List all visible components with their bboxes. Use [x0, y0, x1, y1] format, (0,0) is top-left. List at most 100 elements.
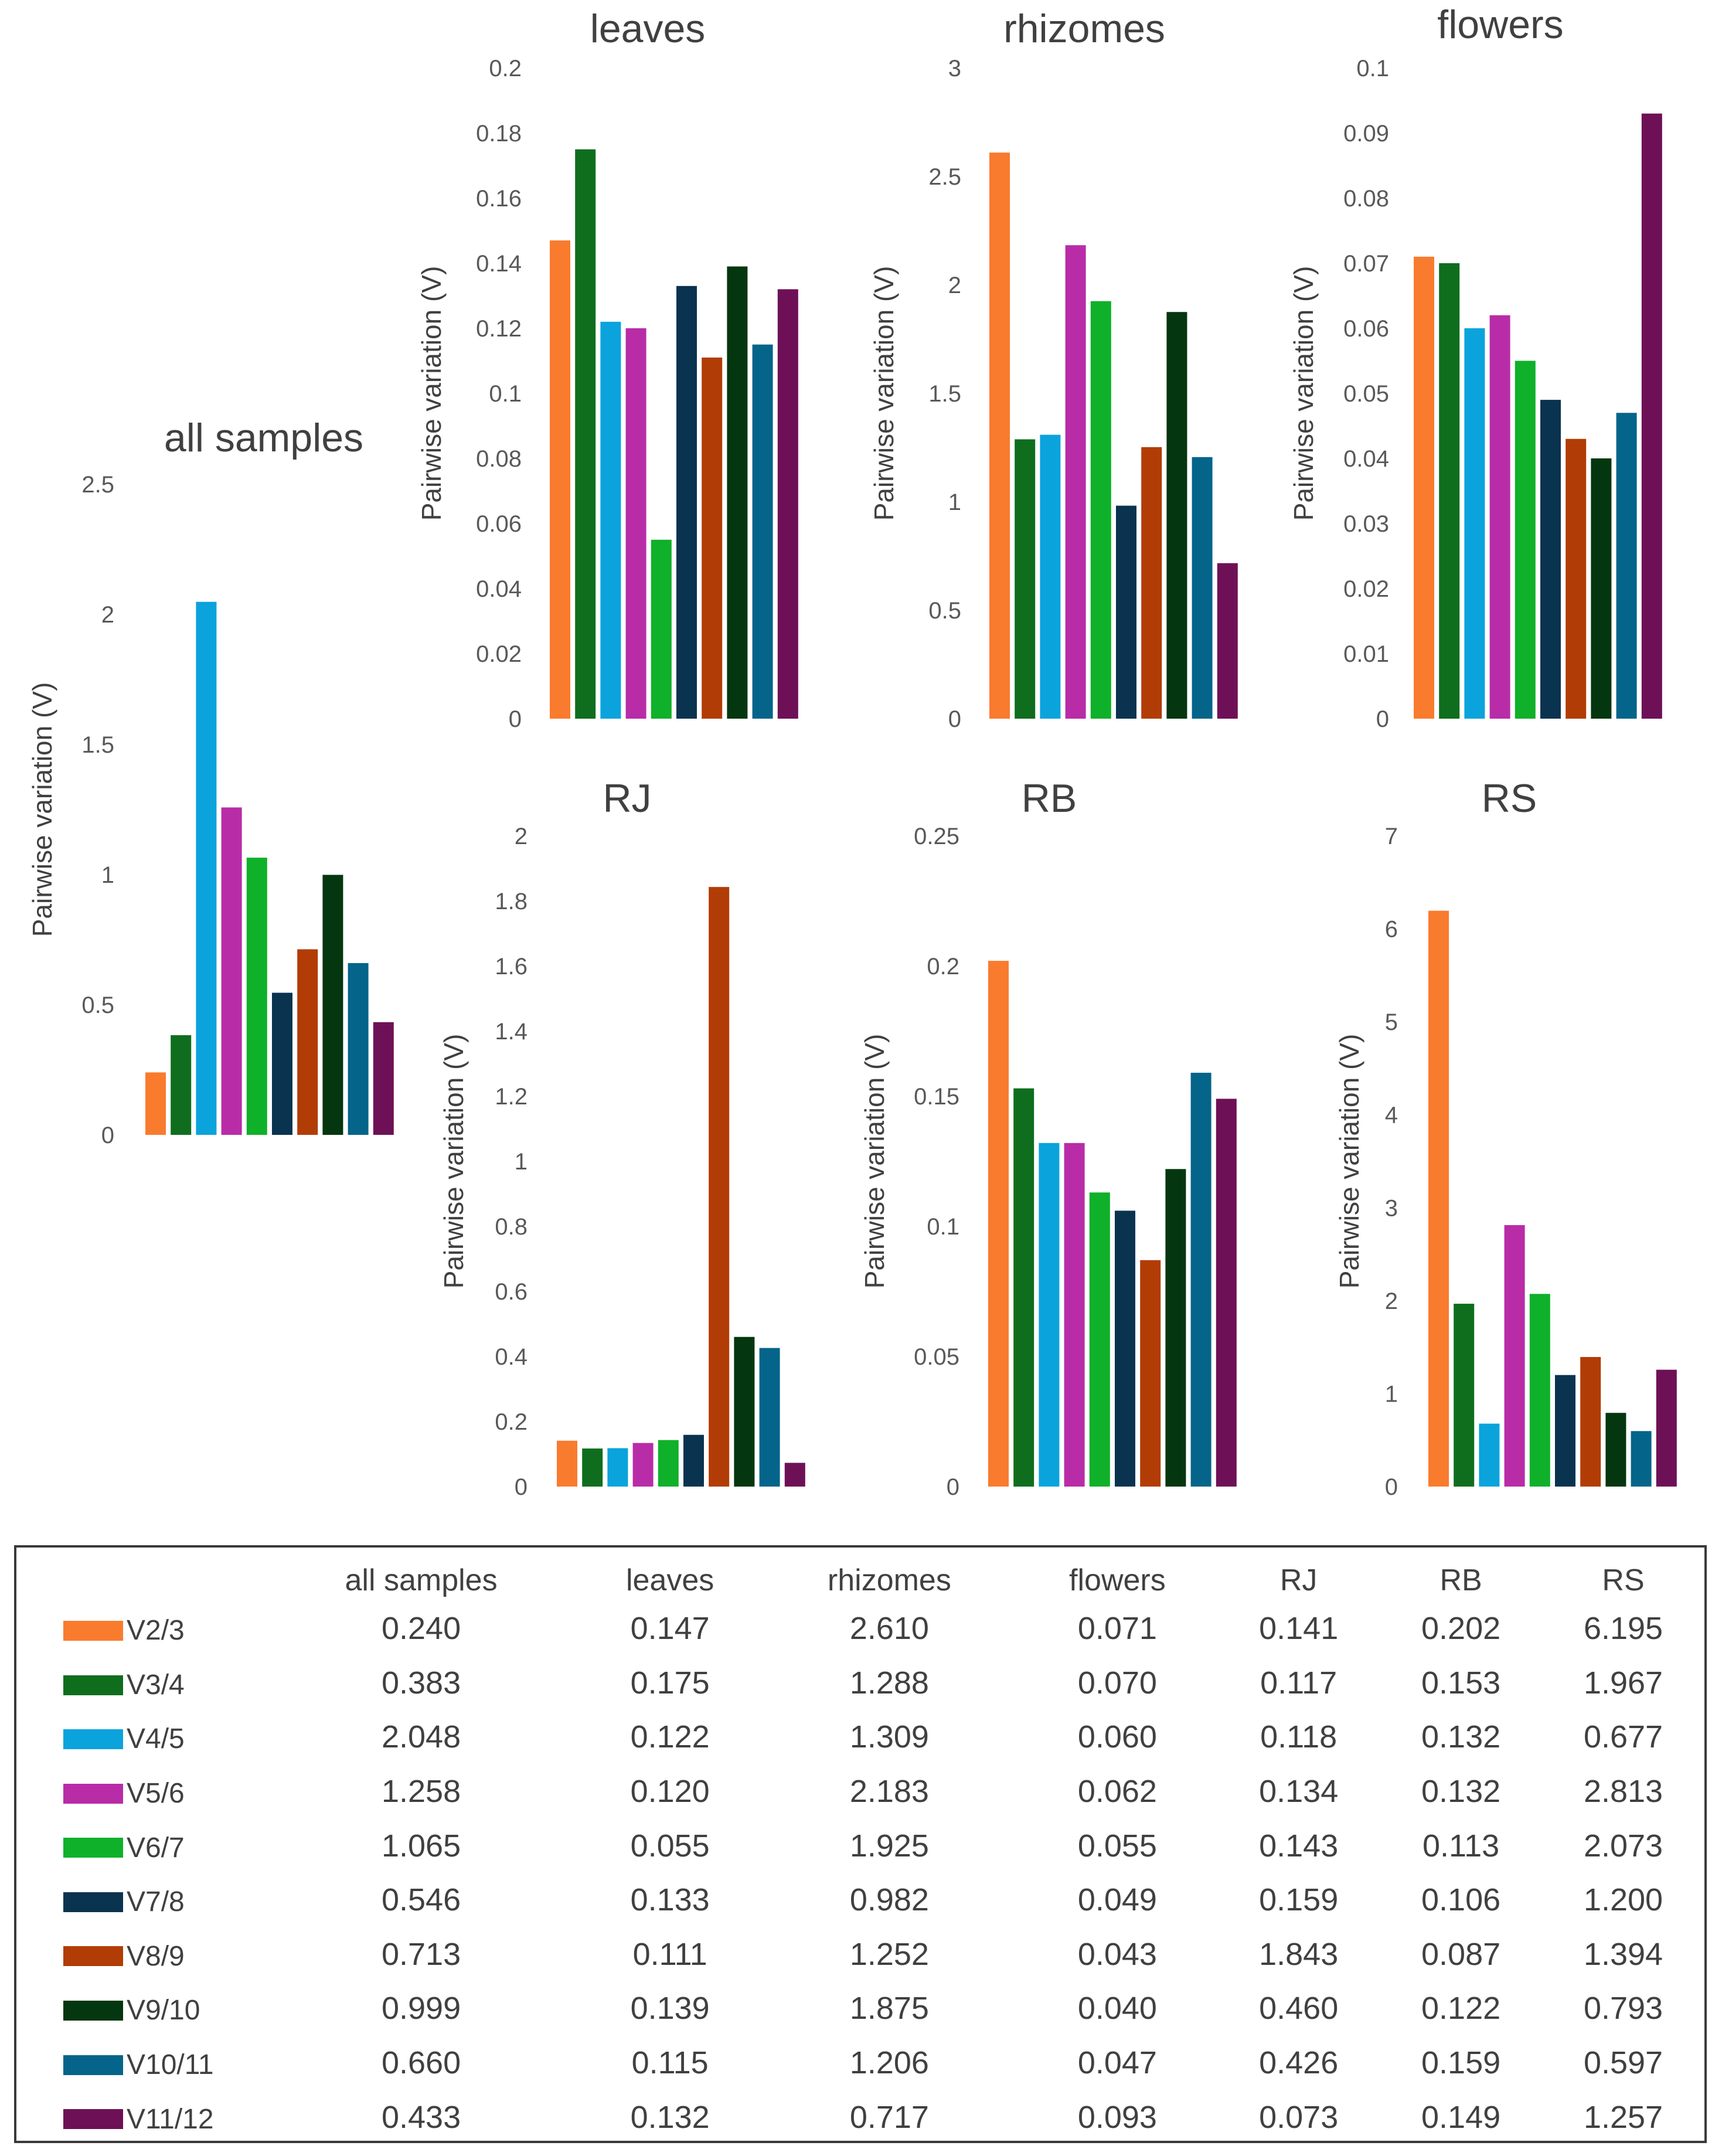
table-row: V3/4 0.383 0.175 1.288 0.070 0.117 0.153 1.967 [16, 1656, 1704, 1710]
y-tick-rhizomes: 2.5 [928, 164, 961, 190]
bar-rs-V6-7 [1529, 1294, 1550, 1487]
bar-all-samples-V9-10 [322, 875, 343, 1135]
table-cell: 1.258 [381, 1774, 461, 1810]
table-cell: 0.999 [381, 1991, 461, 2026]
table-row: V4/5 2.048 0.122 1.309 0.060 0.118 0.132 0.677 [16, 1710, 1704, 1764]
y-tick-rs: 1 [1385, 1381, 1398, 1407]
legend-swatch [63, 2001, 123, 2021]
table-cell: 1.252 [849, 1936, 929, 1972]
bar-all-samples-V2-3 [145, 1072, 166, 1135]
bar-rj-V10-11 [759, 1348, 780, 1487]
bar-flowers-V10-11 [1616, 413, 1637, 719]
bar-rj-V3-4 [582, 1448, 603, 1487]
y-tick-flowers: 0.06 [1343, 316, 1389, 342]
y-tick-rj: 0 [515, 1474, 528, 1500]
legend-entry: V3/4 [16, 1656, 264, 1710]
table-cell: 0.117 [1260, 1665, 1338, 1701]
legend-label: V3/4 [127, 1669, 185, 1701]
table-cell: 0.073 [1259, 2099, 1339, 2135]
y-axis-label-rs: Pairwise variation (V) [1334, 1034, 1364, 1289]
table-cell: 0.143 [1259, 1828, 1339, 1863]
bar-leaves-V6-7 [651, 539, 672, 719]
y-tick-leaves: 0.14 [476, 251, 522, 277]
legend-entry: V7/8 [16, 1873, 264, 1927]
y-tick-rs: 2 [1385, 1288, 1398, 1314]
chart-rb: RB Pairwise variation (V) 0 0.05 0.1 0.15 0.2 0… [859, 776, 1237, 1500]
table-cell: 2.073 [1583, 1828, 1663, 1863]
chart-title-rhizomes: rhizomes [1003, 6, 1165, 51]
bar-rj-V6-7 [658, 1440, 679, 1487]
bar-rj-V2-3 [557, 1440, 577, 1487]
chart-rs: RS Pairwise variation (V) 0 1 2 3 4 5 6 7 [1334, 776, 1677, 1500]
chart-title-flowers: flowers [1437, 2, 1563, 47]
table-cell: 1.257 [1583, 2099, 1663, 2135]
table-header-row: all samples leaves rhizomes flowers RJ R… [16, 1559, 1704, 1601]
bar-rj-V7-8 [683, 1434, 704, 1487]
bar-rj-V4-5 [607, 1448, 628, 1487]
y-tick-rb: 0.1 [927, 1214, 959, 1240]
table-cell: 1.875 [849, 1991, 929, 2026]
table-cell: 0.175 [630, 1665, 710, 1701]
table-cell: 1.309 [849, 1719, 929, 1755]
legend-swatch [63, 1620, 123, 1641]
table-cell: 0.133 [630, 1882, 710, 1918]
table-header-rb: RB [1439, 1563, 1482, 1597]
bar-rhizomes-V4-5 [1040, 434, 1061, 719]
y-tick-rs: 4 [1385, 1103, 1398, 1128]
y-tick-leaves: 0.2 [489, 56, 522, 81]
bar-rhizomes-V8-9 [1141, 447, 1162, 719]
bar-all-samples-V7-8 [272, 992, 292, 1135]
legend-label: V6/7 [127, 1832, 185, 1863]
bar-rb-V6-7 [1089, 1192, 1110, 1487]
bar-rs-V2-3 [1428, 910, 1449, 1487]
bar-rs-V4-5 [1479, 1423, 1500, 1487]
table-cell: 1.925 [849, 1828, 929, 1863]
table-cell: 0.460 [1259, 1991, 1339, 2026]
table-header-rhizomes: rhizomes [827, 1563, 951, 1597]
table-cell: 0.055 [630, 1828, 710, 1863]
data-table: all samples leaves rhizomes flowers RJ R… [14, 1545, 1707, 2143]
y-tick-rj: 1.2 [495, 1084, 528, 1110]
y-tick-flowers: 0.02 [1343, 576, 1389, 602]
chart-title-leaves: leaves [590, 6, 706, 51]
legend-label: V7/8 [127, 1886, 185, 1918]
table-cell: 6.195 [1583, 1611, 1663, 1647]
y-tick-leaves: 0.16 [476, 186, 522, 212]
table-header-all-samples: all samples [345, 1563, 498, 1597]
bar-rj-V11-12 [784, 1463, 805, 1487]
y-tick-all-samples: 2.5 [81, 472, 114, 498]
y-tick-rj: 1.8 [495, 889, 528, 914]
legend-label: V10/11 [127, 2049, 214, 2081]
y-tick-flowers: 0.03 [1343, 511, 1389, 537]
y-tick-leaves: 0.08 [476, 446, 522, 472]
table-row: V5/6 1.258 0.120 2.183 0.062 0.134 0.132 2.813 [16, 1764, 1704, 1819]
y-tick-all-samples: 1 [101, 862, 114, 888]
bar-leaves-V4-5 [600, 321, 621, 719]
table-cell: 0.159 [1421, 2045, 1501, 2081]
table-cell: 1.967 [1583, 1665, 1663, 1701]
bar-all-samples-V4-5 [196, 601, 217, 1135]
table-row: V6/7 1.065 0.055 1.925 0.055 0.143 0.113 2.073 [16, 1818, 1704, 1873]
y-tick-rhizomes: 1.5 [928, 381, 961, 407]
y-tick-rs: 6 [1385, 917, 1398, 943]
table-row: V7/8 0.546 0.133 0.982 0.049 0.159 0.106 1.200 [16, 1873, 1704, 1927]
legend-label: V4/5 [127, 1723, 185, 1755]
table-cell: 1.206 [849, 2045, 929, 2081]
bar-rs-V5-6 [1504, 1225, 1525, 1487]
y-tick-rb: 0.2 [927, 954, 959, 980]
table-cell: 0.660 [381, 2045, 461, 2081]
bar-leaves-V9-10 [727, 266, 748, 719]
table-cell: 0.055 [1077, 1828, 1157, 1863]
table-header-rs: RS [1602, 1563, 1645, 1597]
y-tick-rhizomes: 0 [948, 706, 961, 732]
table-cell: 0.122 [1421, 1991, 1501, 2026]
legend-swatch [63, 2109, 123, 2130]
table-cell: 0.240 [381, 1611, 461, 1647]
table-cell: 0.122 [630, 1719, 710, 1755]
table-cell: 0.153 [1421, 1665, 1501, 1701]
legend-label: V5/6 [127, 1778, 185, 1810]
table-row: V2/3 0.240 0.147 2.610 0.071 0.141 0.202 6.195 [16, 1601, 1704, 1656]
bar-rb-V11-12 [1216, 1099, 1237, 1487]
table-header-rj: RJ [1279, 1563, 1318, 1597]
table-cell: 0.071 [1077, 1611, 1157, 1647]
